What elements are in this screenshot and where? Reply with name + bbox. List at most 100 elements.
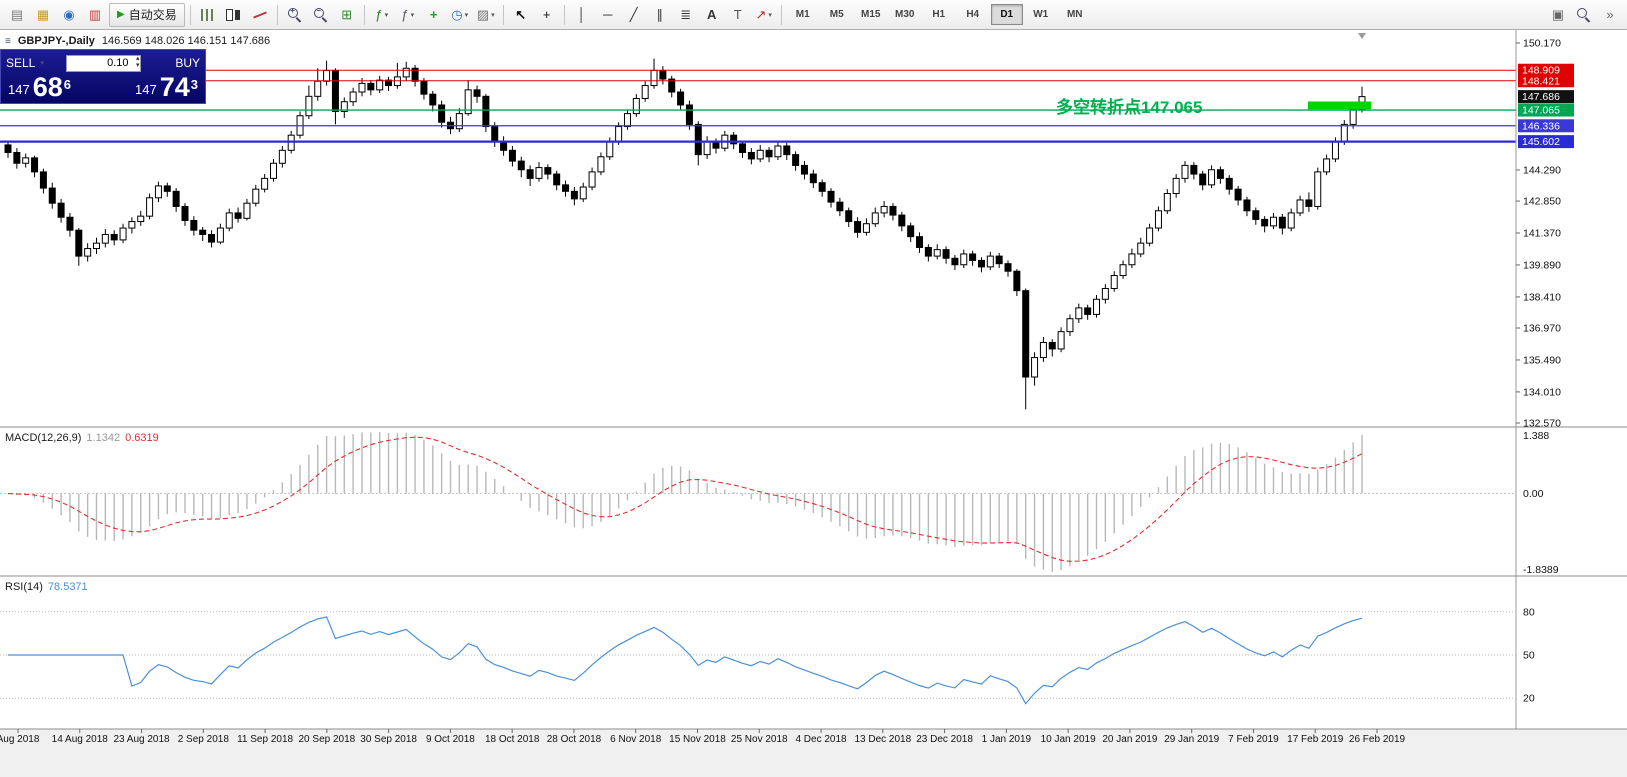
candle: [172, 190, 180, 207]
candle: [190, 219, 198, 231]
candle: [774, 145, 782, 158]
cursor-icon[interactable]: ↖: [515, 6, 527, 22]
zoom-out-icon[interactable]: −: [309, 3, 333, 27]
vertical-line-icon[interactable]: │: [577, 7, 586, 22]
search-icon[interactable]: [1572, 3, 1596, 27]
candle: [1252, 210, 1260, 220]
candle: [358, 82, 366, 93]
toolbar-overflow-icon[interactable]: »: [1606, 7, 1614, 22]
timeframe-m30[interactable]: M30: [894, 9, 915, 20]
candle: [101, 234, 109, 244]
candle: [951, 257, 959, 266]
zoom-in-icon[interactable]: +: [283, 3, 307, 27]
candle: [84, 248, 92, 257]
candle: [1270, 216, 1278, 227]
add-indicator-icon[interactable]: +: [429, 7, 438, 22]
candle: [623, 113, 631, 128]
price-tag: [1518, 74, 1574, 88]
chevron-down-icon: ▾: [491, 11, 495, 19]
candle: [986, 255, 994, 268]
line-chart-icon[interactable]: [248, 3, 272, 27]
tile-windows-icon[interactable]: ⊞: [341, 6, 353, 22]
horizontal-line-icon[interactable]: ─: [603, 7, 613, 22]
timeframe-h4[interactable]: H4: [966, 9, 980, 20]
candle: [535, 167, 543, 179]
candle: [765, 149, 773, 158]
candle: [22, 157, 30, 164]
pivot-zone-rect[interactable]: [1308, 101, 1371, 110]
candle: [1181, 164, 1189, 179]
candle: [137, 215, 145, 223]
candle: [4, 144, 12, 153]
candle: [31, 157, 39, 173]
arrows-icon[interactable]: ↗ ▾: [755, 6, 772, 22]
chart-window-icon[interactable]: ▣: [1551, 6, 1565, 22]
candle: [216, 227, 224, 243]
rsi-indicator-label: RSI(14) 78.5371: [5, 581, 88, 593]
autotrading-button[interactable]: ▶ 自动交易: [109, 2, 185, 27]
trendline-icon[interactable]: ╱: [629, 6, 638, 22]
sell-button[interactable]: SELL ▾: [6, 56, 66, 70]
volume-up-icon[interactable]: ▴: [135, 54, 140, 62]
timeframe-m15[interactable]: M15: [860, 9, 881, 20]
candle: [1199, 173, 1207, 186]
candle: [1137, 242, 1145, 255]
candle: [323, 69, 331, 82]
new-chart-icon[interactable]: ▤: [10, 6, 24, 22]
candle: [464, 89, 472, 115]
date-label: 20 Sep 2018: [299, 734, 356, 745]
sell-options-icon[interactable]: ▾: [40, 60, 44, 67]
candle: [252, 188, 260, 204]
profiles-icon[interactable]: ▦: [36, 6, 50, 22]
price-axis-label: 144.290: [1523, 164, 1561, 176]
chart-shift-marker[interactable]: [1358, 33, 1366, 39]
buy-price[interactable]: 147 74 3: [135, 72, 198, 102]
candle: [163, 185, 171, 192]
price-tag-text: 147.686: [1522, 91, 1560, 103]
candlestick-chart-icon[interactable]: [222, 3, 246, 27]
buy-button[interactable]: BUY: [141, 56, 200, 70]
price-axis-label: 142.850: [1523, 196, 1561, 208]
candle: [1234, 188, 1242, 201]
candle: [1057, 331, 1065, 350]
date-label: 1 Jan 2019: [982, 734, 1032, 745]
timeframe-w1[interactable]: W1: [1033, 9, 1049, 20]
candle: [385, 79, 393, 87]
rsi-scale-label: 20: [1523, 693, 1535, 705]
candle: [907, 225, 915, 238]
timeframe-m1[interactable]: M1: [795, 9, 810, 20]
candle: [977, 259, 985, 268]
chart-background: [0, 30, 1627, 747]
templates-icon[interactable]: ▨ ▾: [476, 6, 495, 22]
timeframe-h1[interactable]: H1: [932, 9, 946, 20]
timeframe-mn[interactable]: MN: [1066, 9, 1083, 20]
market-watch-icon[interactable]: ◉: [63, 6, 75, 22]
volume-down-icon[interactable]: ▾: [135, 61, 140, 69]
timeframe-m5[interactable]: M5: [829, 9, 844, 20]
candle: [1039, 341, 1047, 359]
indicator-window-icon[interactable]: ƒ ▾: [401, 7, 415, 22]
candle: [1323, 158, 1331, 173]
fibonacci-icon[interactable]: ≣: [680, 6, 692, 22]
channel-icon[interactable]: ∥: [656, 6, 663, 22]
bar-chart-icon[interactable]: [196, 3, 220, 27]
candle: [1146, 227, 1154, 244]
candle: [1110, 275, 1118, 289]
price-axis-label: 139.890: [1523, 259, 1561, 271]
candle: [1190, 164, 1198, 175]
text-label-icon[interactable]: T: [733, 7, 742, 22]
candle: [1004, 263, 1012, 272]
date-label: 11 Sep 2018: [237, 734, 293, 745]
periods-icon[interactable]: ◷ ▾: [451, 6, 469, 22]
volume-input[interactable]: 0.10 ▴ ▾: [65, 54, 141, 72]
candle: [889, 205, 897, 216]
indicators-icon[interactable]: ƒ ▾: [375, 7, 389, 22]
sell-price[interactable]: 147 68 6: [8, 72, 71, 102]
new-order-icon[interactable]: ▥: [88, 6, 102, 22]
text-icon[interactable]: A: [707, 7, 717, 22]
crosshair-icon[interactable]: +: [542, 7, 551, 22]
candle: [181, 205, 189, 221]
timeframe-d1[interactable]: D1: [990, 4, 1023, 25]
